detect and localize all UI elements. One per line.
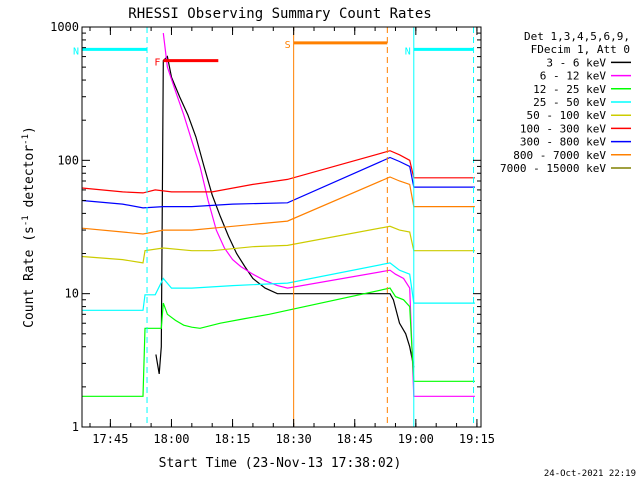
x-axis: 17:45 18:00 18:15 18:30 18:45 19:00 19:15	[89, 27, 495, 446]
attenuator-label-2: F	[154, 58, 160, 69]
y-tick-label-0: 1	[72, 420, 79, 434]
x-tick-label-3: 18:30	[276, 432, 312, 446]
y-tick-label-1: 10	[65, 287, 79, 301]
y-axis-title-exp2: -1	[21, 134, 31, 145]
attenuator-label-1: N	[405, 46, 411, 57]
x-tick-label-4: 18:45	[337, 432, 373, 446]
series-line-3	[82, 262, 475, 311]
series-line-7	[81, 176, 475, 235]
y-axis-title-exp1: -1	[21, 215, 31, 226]
legend-label-2: 12 - 25 keV	[533, 83, 606, 96]
legend: Det 1,3,4,5,6,9,FDecim 1, Att 03 - 6 keV…	[500, 30, 631, 175]
legend-header-0: Det 1,3,4,5,6,9,	[524, 30, 630, 43]
y-tick-label-2: 100	[57, 153, 79, 167]
y-axis: 1 10 100 1000	[50, 20, 481, 434]
series-line-6	[81, 156, 475, 209]
legend-label-5: 100 - 300 keV	[520, 122, 606, 135]
y-axis-title-prefix: Count Rate (s	[22, 226, 37, 328]
legend-label-4: 50 - 100 keV	[527, 109, 607, 122]
legend-label-3: 25 - 50 keV	[533, 96, 606, 109]
y-tick-label-3: 1000	[50, 20, 79, 34]
legend-label-0: 3 - 6 keV	[546, 56, 606, 69]
legend-label-8: 7000 - 15000 keV	[500, 162, 606, 175]
plot-frame	[81, 26, 482, 428]
footer-date: 24-Oct-2021 22:19	[544, 469, 636, 479]
attenuator-label-0: N	[73, 46, 79, 57]
series-line-1	[162, 33, 475, 397]
x-tick-label-2: 18:15	[214, 432, 250, 446]
attenuator-label-3: S	[285, 40, 291, 51]
x-tick-label-0: 17:45	[92, 432, 128, 446]
legend-label-7: 800 - 7000 keV	[513, 149, 606, 162]
x-tick-label-5: 19:00	[398, 432, 434, 446]
y-axis-title-suffix: )	[22, 126, 37, 134]
series-layer	[81, 33, 475, 397]
x-axis-title: Start Time (23-Nov-13 17:38:02)	[159, 456, 402, 471]
x-tick-label-6: 19:15	[459, 432, 495, 446]
x-tick-label-1: 18:00	[153, 432, 189, 446]
series-line-4	[81, 225, 475, 264]
legend-label-6: 300 - 800 keV	[520, 136, 606, 149]
annotation-layer: N N F S	[73, 27, 475, 427]
chart-title: RHESSI Observing Summary Count Rates	[128, 6, 431, 22]
series-line-0	[155, 55, 415, 375]
legend-header-1: FDecim 1, Att 0	[531, 43, 630, 56]
y-axis-title: Count Rate (s-1 detector-1)	[21, 126, 37, 328]
y-axis-title-mid: detector	[22, 145, 37, 216]
series-line-5	[81, 150, 475, 194]
legend-label-1: 6 - 12 keV	[540, 70, 607, 83]
series-line-2	[82, 287, 475, 397]
